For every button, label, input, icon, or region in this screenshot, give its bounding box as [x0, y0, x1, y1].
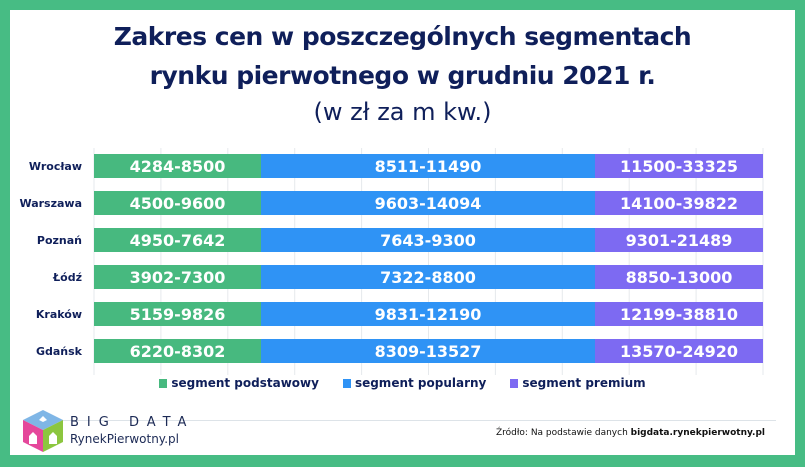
source-prefix: Źródło: Na podstawie danych	[495, 428, 631, 438]
chart-subtitle: (w zł za m kw.)	[313, 98, 492, 126]
bar-segment	[595, 228, 763, 252]
data-label: 8511-11490	[375, 157, 482, 176]
data-label: 12199-38810	[620, 305, 738, 324]
source-note: Źródło: Na podstawie danych bigdata.ryne…	[496, 428, 765, 438]
legend-swatch	[342, 379, 351, 388]
bar-segment	[261, 228, 595, 252]
data-label: 7322-8800	[380, 268, 476, 287]
data-label: 9831-12190	[375, 305, 482, 324]
legend: segment podstawowy segment popularny seg…	[0, 376, 805, 390]
category-label: Poznań	[37, 234, 82, 247]
bar-segment	[94, 228, 261, 252]
data-label: 3902-7300	[130, 268, 226, 287]
category-label: Łódź	[52, 271, 82, 284]
logo-cube-icon	[23, 410, 63, 452]
bar-segment	[261, 191, 595, 215]
bar-segment	[94, 265, 261, 289]
bar-segment	[595, 191, 763, 215]
data-label: 8309-13527	[375, 342, 482, 361]
category-label: Warszawa	[19, 197, 82, 210]
legend-label: segment popularny	[354, 376, 487, 390]
bar-segment	[261, 339, 595, 363]
source-link[interactable]: bigdata.rynekpierwotny.pl	[630, 428, 765, 438]
bar-segment	[261, 154, 595, 178]
category-label: Gdańsk	[36, 345, 83, 358]
category-label: Kraków	[36, 308, 82, 321]
data-label: 8850-13000	[626, 268, 733, 287]
bar-segment	[94, 191, 261, 215]
data-label: 5159-9826	[130, 305, 226, 324]
chart-title-line2: rynku pierwotnego w grudniu 2021 r.	[149, 61, 656, 90]
legend-label: segment podstawowy	[171, 376, 319, 390]
legend-item-premium: segment premium	[510, 376, 646, 390]
legend-item-podstawowy: segment podstawowy	[159, 376, 319, 390]
data-label: 4500-9600	[130, 194, 226, 213]
legend-swatch	[159, 379, 168, 388]
data-label: 9603-14094	[375, 194, 482, 213]
bar-segment	[94, 302, 261, 326]
bar-segment	[261, 265, 595, 289]
data-label: 13570-24920	[620, 342, 738, 361]
bar-segment	[595, 302, 763, 326]
data-label: 6220-8302	[130, 342, 226, 361]
legend-swatch	[510, 379, 519, 388]
bar-segment	[261, 302, 595, 326]
legend-item-popularny: segment popularny	[342, 376, 487, 390]
data-label: 14100-39822	[620, 194, 738, 213]
category-label: Wrocław	[29, 160, 82, 173]
logo-subtext: RynekPierwotny.pl	[70, 432, 179, 446]
bar-segment	[595, 265, 763, 289]
bar-segment	[94, 339, 261, 363]
logo-text: BIG DATA	[70, 415, 195, 430]
data-label: 9301-21489	[626, 231, 733, 250]
data-label: 4950-7642	[130, 231, 226, 250]
chart-title-line1: Zakres cen w poszczególnych segmentach	[113, 22, 692, 51]
bar-segment	[94, 154, 261, 178]
bar-segment	[595, 154, 763, 178]
bar-segment	[595, 339, 763, 363]
legend-label: segment premium	[522, 376, 646, 390]
footer-divider	[30, 420, 776, 421]
data-label: 7643-9300	[380, 231, 476, 250]
data-label: 4284-8500	[130, 157, 226, 176]
data-label: 11500-33325	[620, 157, 738, 176]
